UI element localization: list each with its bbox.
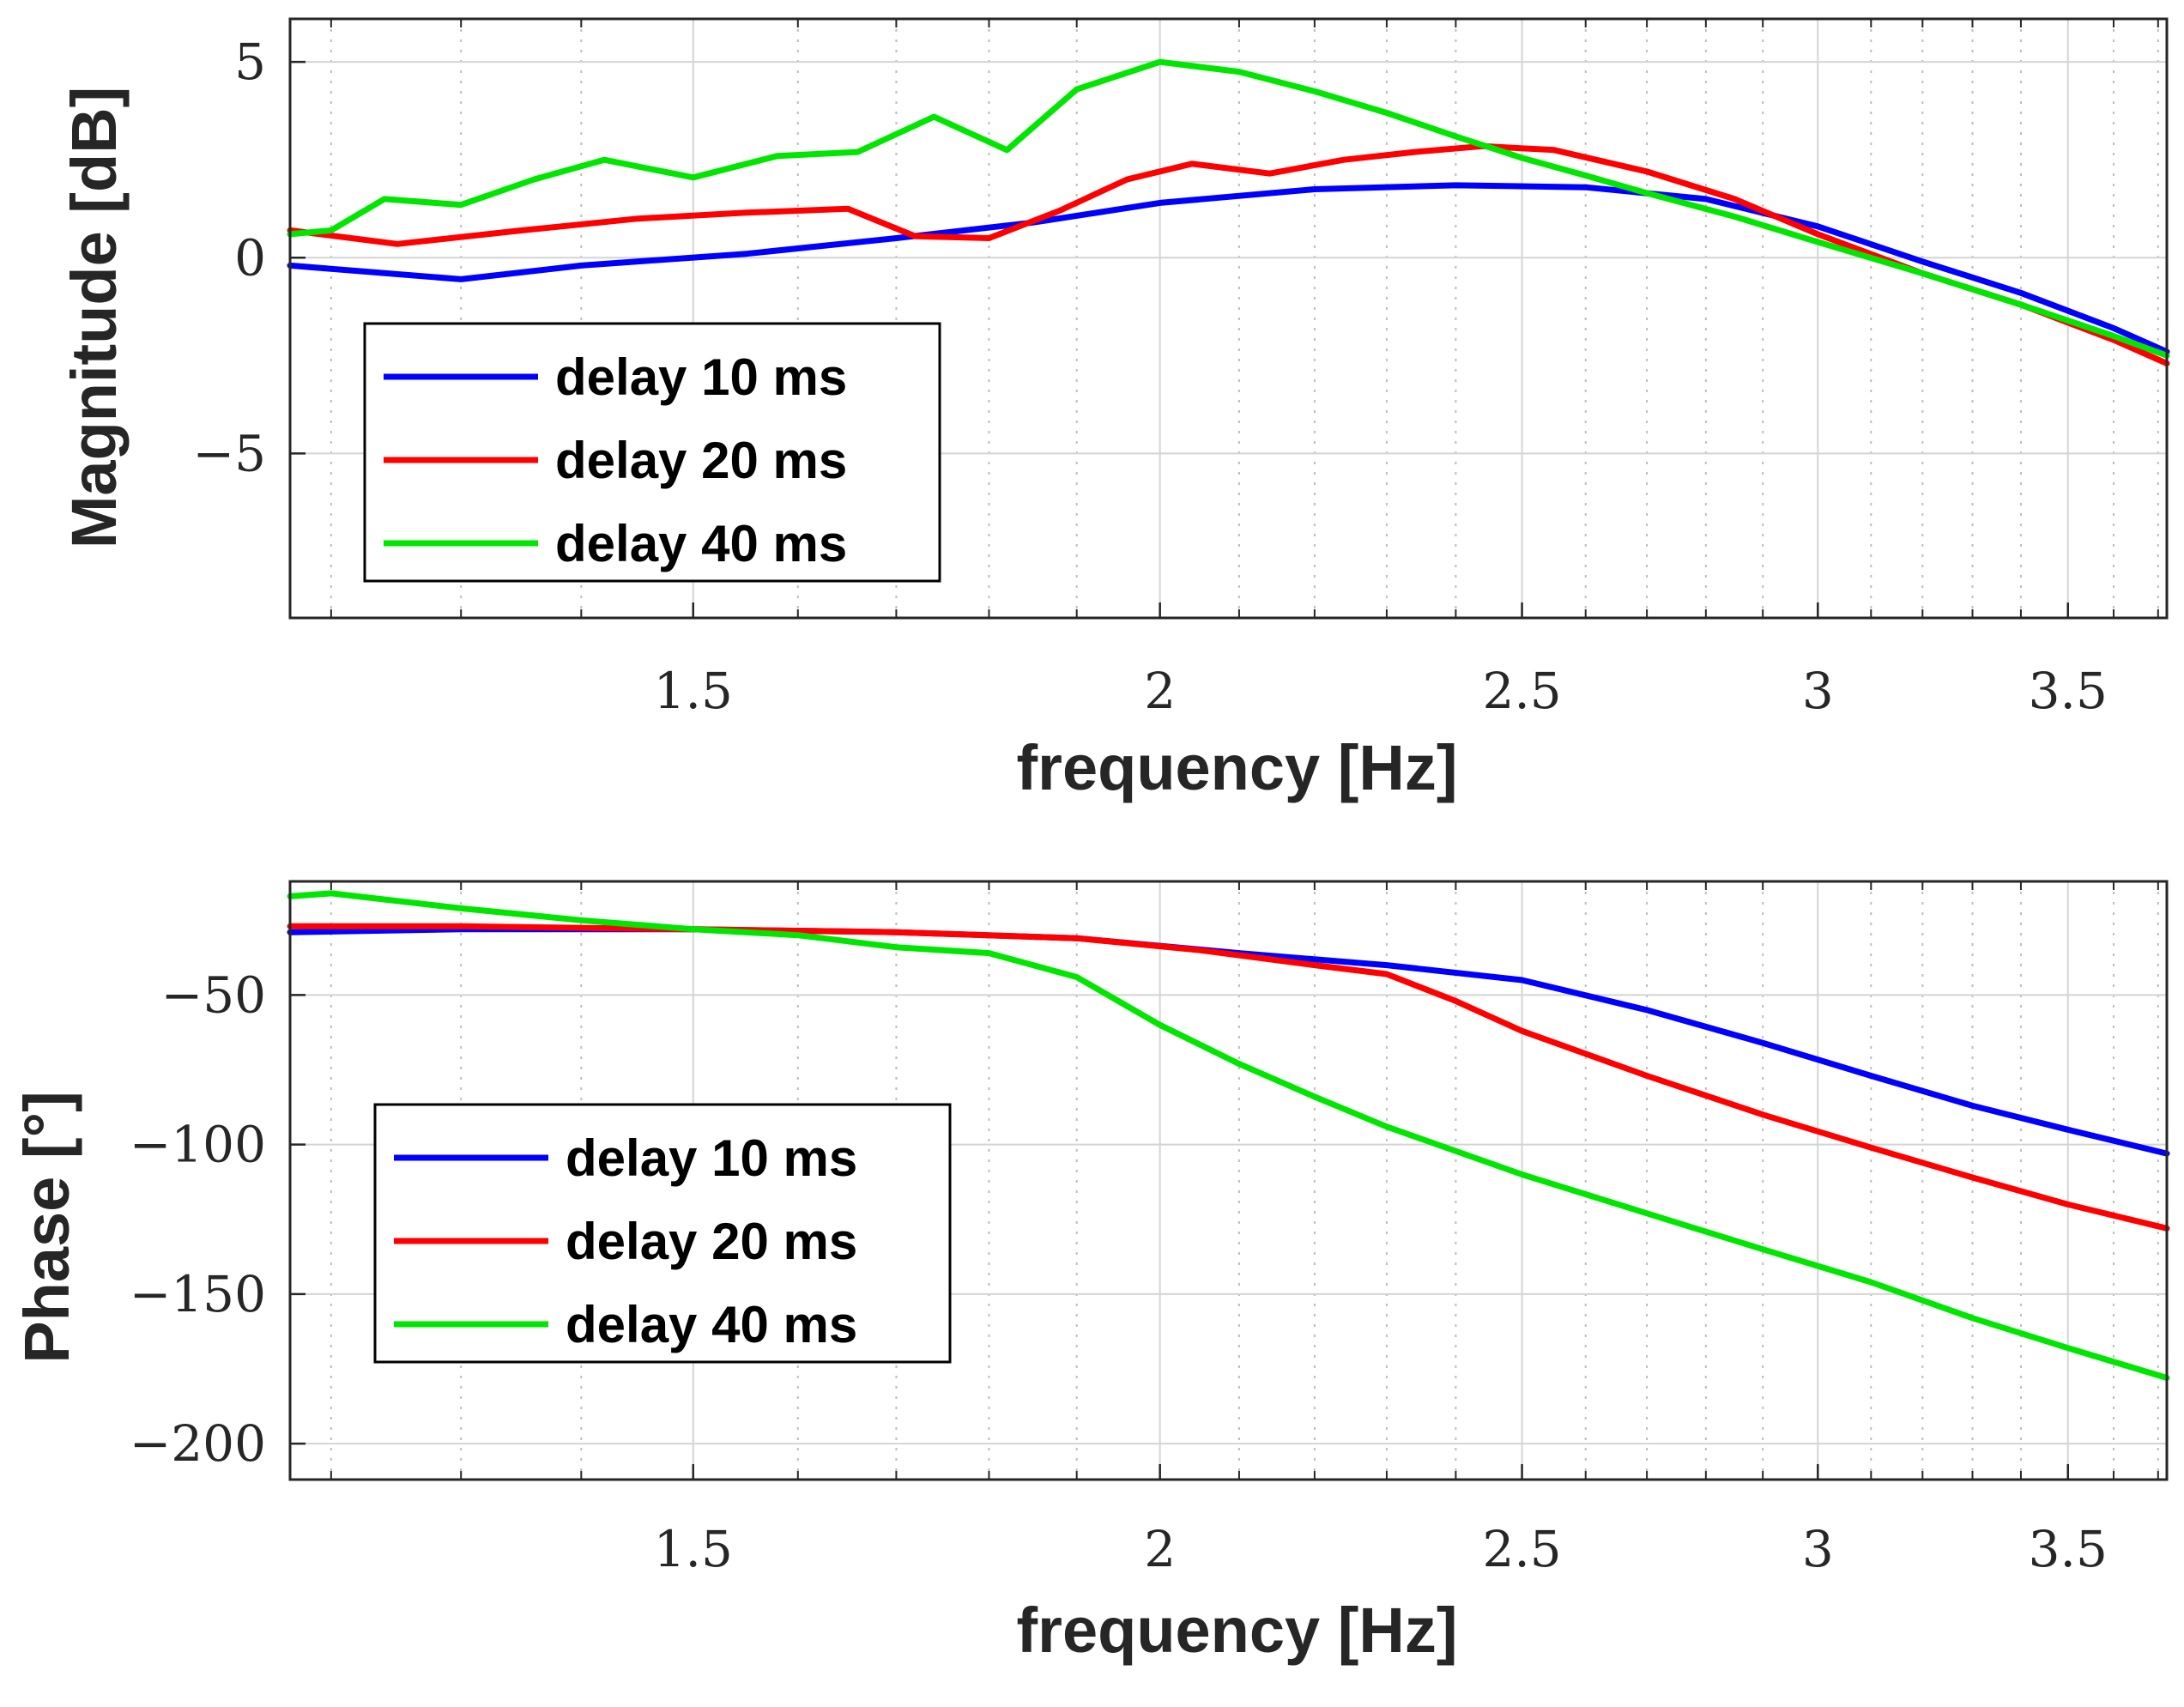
x-tick-label: 3 bbox=[1802, 662, 1834, 720]
y-axis-label: Magnitude [dB] bbox=[58, 87, 130, 548]
legend: delay 10 ms delay 20 ms delay 40 ms bbox=[363, 322, 941, 583]
x-tick-label: 3 bbox=[1802, 1520, 1834, 1578]
y-tick-label: 5 bbox=[234, 33, 266, 91]
legend-label-2: delay 20 ms bbox=[566, 1213, 857, 1270]
panel-magnitude: 1.5 2 2.5 3 3.5 5 0 −5 frequency [Hz] Magnitude [… bbox=[58, 17, 2170, 803]
x-tick-label: 3.5 bbox=[2029, 1520, 2108, 1578]
axes-frame bbox=[288, 17, 2169, 620]
legend-label-3: delay 40 ms bbox=[566, 1296, 857, 1353]
legend-label-3: delay 40 ms bbox=[555, 515, 847, 572]
axes-frame bbox=[288, 880, 2169, 1481]
x-tick-label: 2 bbox=[1144, 1520, 1176, 1578]
x-tick-label: 2.5 bbox=[1482, 1520, 1561, 1578]
x-tick-label: 2 bbox=[1144, 662, 1176, 720]
legend-box bbox=[363, 322, 941, 583]
y-tick-label: 0 bbox=[234, 228, 266, 287]
x-tick-label: 1.5 bbox=[654, 662, 733, 720]
legend-label-2: delay 20 ms bbox=[555, 432, 847, 489]
legend-label-1: delay 10 ms bbox=[555, 348, 847, 406]
x-tick-label: 1.5 bbox=[654, 1520, 733, 1578]
legend-box bbox=[373, 1103, 952, 1364]
x-tick-label: 2.5 bbox=[1482, 662, 1561, 720]
y-tick-label: −200 bbox=[130, 1414, 266, 1473]
panel-phase: 1.5 2 2.5 3 3.5 −50 −100 −150 −200 frequency [Hz]… bbox=[11, 880, 2170, 1666]
legend-label-1: delay 10 ms bbox=[566, 1129, 857, 1187]
y-tick-label: −100 bbox=[130, 1116, 266, 1174]
y-tick-label: −150 bbox=[130, 1265, 266, 1323]
y-tick-label: −5 bbox=[193, 424, 267, 482]
y-axis-label: Phase [°] bbox=[11, 1091, 82, 1363]
series-line-1 bbox=[287, 182, 2170, 355]
series-line-2 bbox=[287, 142, 2170, 366]
x-axis-label: frequency [Hz] bbox=[1017, 732, 1458, 803]
x-tick-label: 3.5 bbox=[2029, 662, 2108, 720]
series-line-2 bbox=[287, 923, 2170, 1232]
legend: delay 10 ms delay 20 ms delay 40 ms bbox=[373, 1103, 952, 1364]
y-tick-label: −50 bbox=[161, 965, 266, 1024]
series-line-3 bbox=[287, 58, 2170, 359]
x-axis-label: frequency [Hz] bbox=[1017, 1595, 1458, 1666]
series-line-3 bbox=[287, 890, 2170, 1381]
